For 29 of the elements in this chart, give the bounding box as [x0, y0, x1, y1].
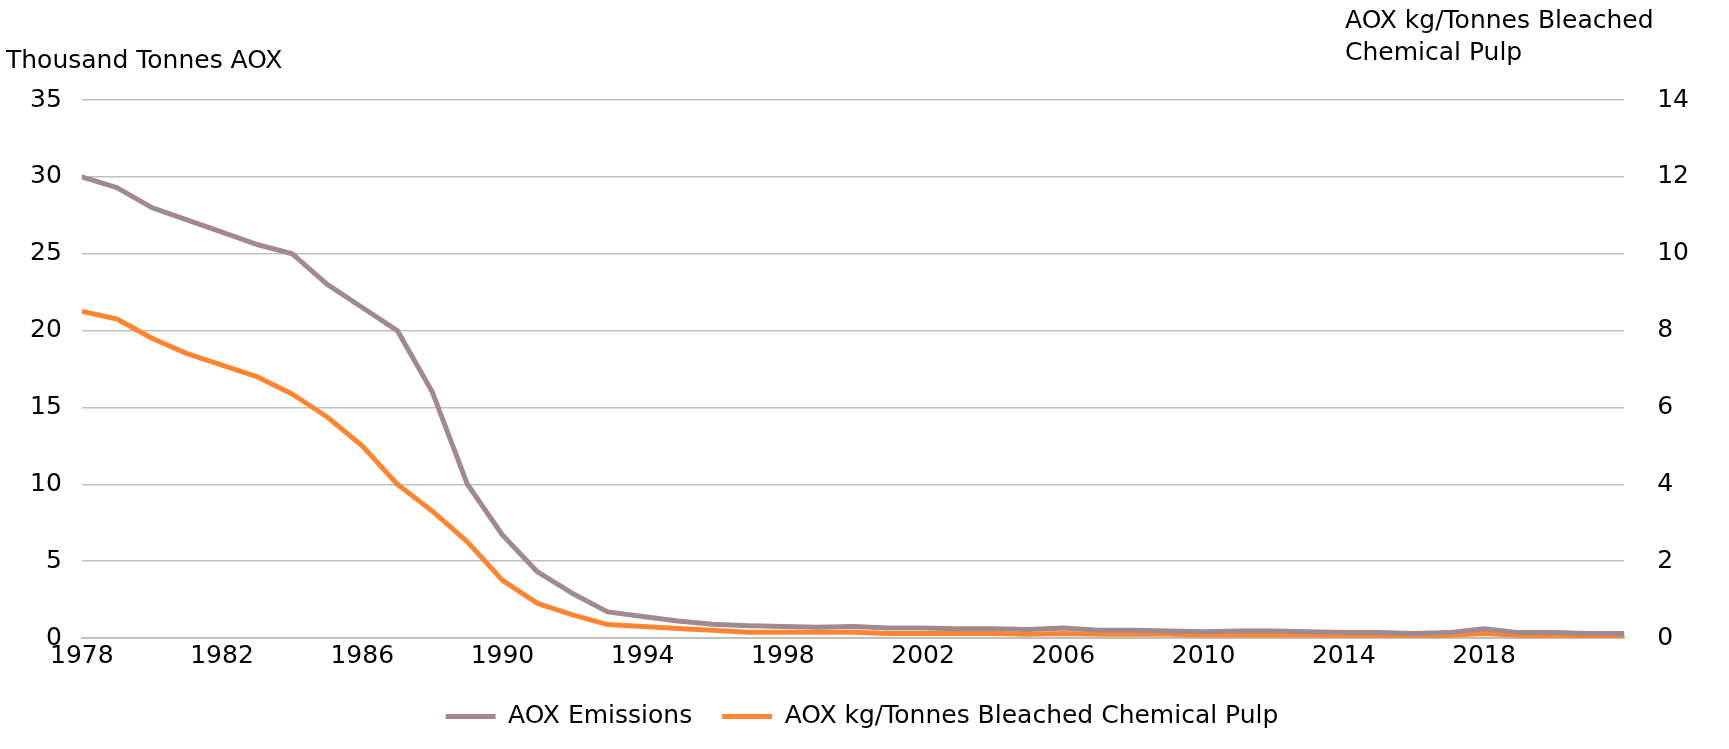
y-tick-label: 35 [30, 83, 62, 113]
y-tick-label: 20 [30, 314, 62, 344]
legend-label: AOX kg/Tonnes Bleached Chemical Pulp [784, 700, 1279, 729]
x-tick-label: 1986 [330, 639, 395, 669]
x-tick-label: 2010 [1171, 639, 1236, 669]
x-tick-label: 2018 [1452, 639, 1516, 669]
y-tick-label: 10 [30, 467, 62, 497]
y-axis-title: Thousand Tonnes AOX [6, 44, 283, 76]
y-tick-label: 25 [30, 237, 62, 267]
y-tick-label: 30 [30, 160, 62, 190]
x-tick-label: 2014 [1311, 639, 1376, 669]
y2-axis-title: AOX kg/Tonnes Bleached Chemical Pulp [1345, 4, 1655, 68]
x-tick-label: 1990 [470, 639, 535, 669]
y2-tick-label: 6 [1657, 390, 1674, 420]
y2-tick-label: 14 [1657, 83, 1689, 113]
legend-label: AOX Emissions [508, 700, 693, 729]
x-tick-label: 1994 [610, 639, 675, 669]
y2-tick-label: 8 [1657, 314, 1674, 344]
y2-tick-label: 12 [1657, 160, 1689, 190]
x-tick-label: 2006 [1031, 639, 1096, 669]
y2-tick-label: 2 [1657, 544, 1674, 574]
y-tick-label: 15 [30, 390, 62, 420]
x-tick-label: 2002 [891, 639, 955, 669]
y2-tick-label: 4 [1657, 467, 1674, 497]
y2-tick-label: 10 [1657, 237, 1689, 267]
y2-tick-label: 0 [1657, 621, 1674, 651]
y-tick-label: 5 [45, 544, 62, 574]
x-tick-label: 1982 [190, 639, 254, 669]
x-tick-label: 1998 [751, 639, 815, 669]
